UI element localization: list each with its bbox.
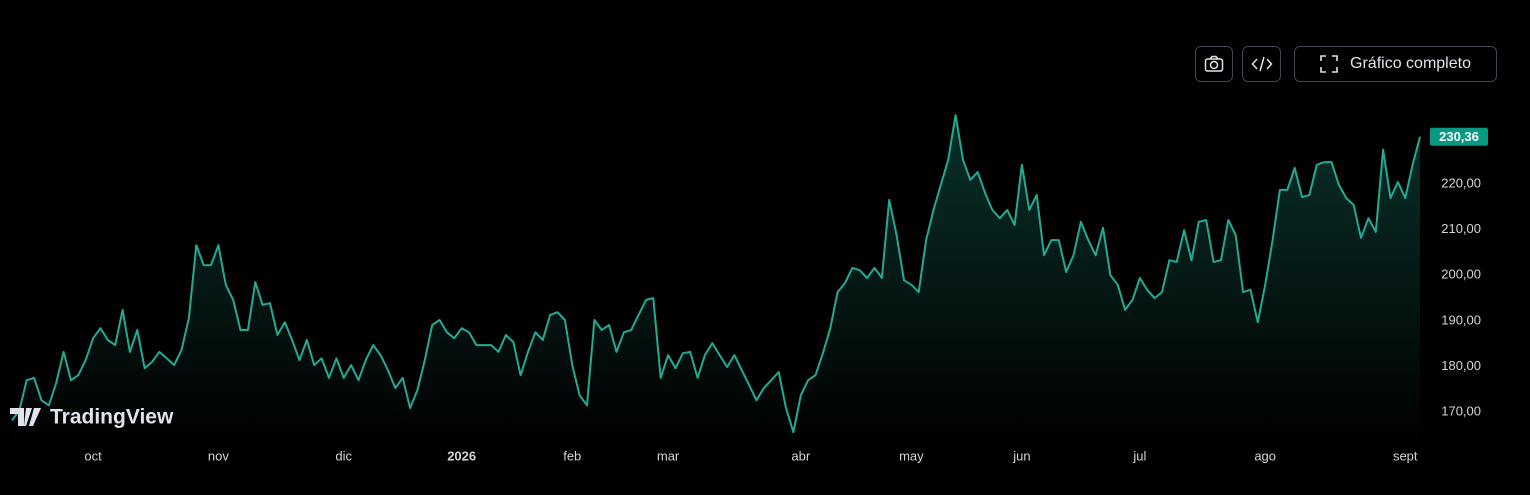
y-tick-label: 180,00 (1441, 358, 1481, 373)
x-tick-label: nov (208, 448, 229, 463)
logo-icon (10, 408, 41, 426)
y-tick-label: 190,00 (1441, 312, 1481, 327)
brand-logo: TradingView (10, 406, 174, 429)
code-icon (1250, 56, 1273, 72)
camera-icon (1204, 55, 1224, 72)
x-tick-label: 2026 (447, 448, 476, 463)
fullscreen-label: Gráfico completo (1350, 55, 1471, 72)
x-tick-label: abr (791, 448, 810, 463)
y-tick-label: 210,00 (1441, 221, 1481, 236)
price-label: 230,36 (1439, 129, 1479, 144)
x-tick-label: dic (335, 448, 352, 463)
x-tick-label: oct (84, 448, 102, 463)
price-line (11, 114, 1421, 434)
area-fill (12, 115, 1420, 445)
price-label-box (1430, 127, 1488, 146)
x-tick-label: mar (657, 448, 680, 463)
x-tick-label: feb (563, 448, 581, 463)
brand-name: TradingView (50, 406, 174, 429)
y-tick-label: 170,00 (1441, 404, 1481, 419)
x-tick-label: jul (1132, 448, 1146, 463)
fullscreen-button[interactable]: Gráfico completo (1294, 46, 1497, 82)
y-tick-label: 220,00 (1441, 175, 1481, 190)
snapshot-button[interactable] (1195, 46, 1233, 82)
x-tick-label: ago (1254, 448, 1276, 463)
x-tick-label: sept (1393, 448, 1418, 463)
x-tick-label: may (899, 448, 924, 463)
fullscreen-icon (1320, 55, 1338, 73)
embed-button[interactable] (1242, 46, 1281, 82)
x-tick-label: jun (1012, 448, 1030, 463)
y-tick-label: 200,00 (1441, 267, 1481, 282)
